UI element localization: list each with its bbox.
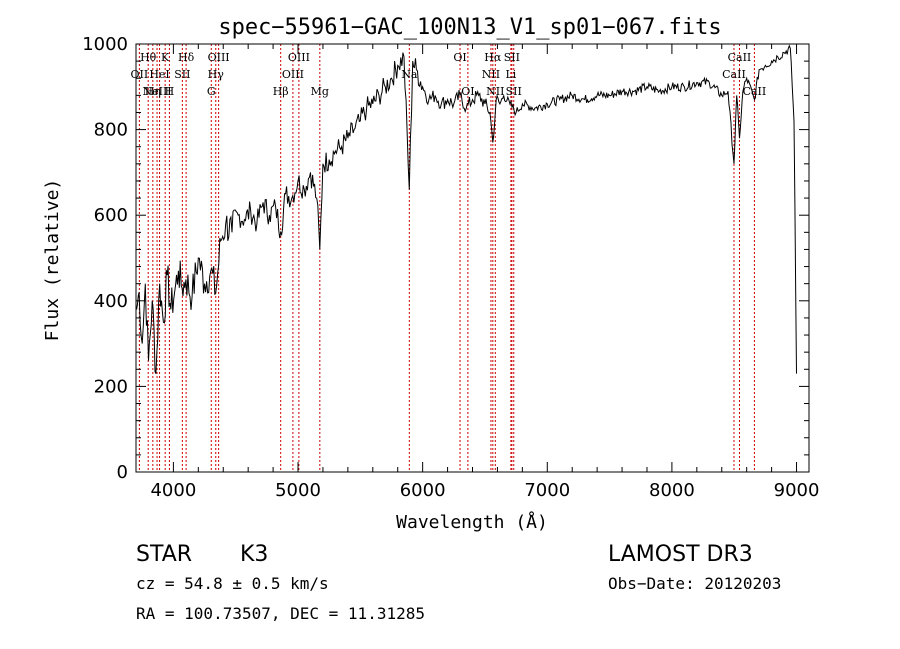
x-axis-label: Wavelength (Å) xyxy=(396,511,548,533)
x-tick-label: 6000 xyxy=(400,480,446,501)
line-label: NeIII xyxy=(142,85,171,98)
x-axis-tick-labels: 4000 5000 6000 7000 8000 9000 xyxy=(150,480,819,501)
line-label: OI xyxy=(453,51,466,64)
axis-ticks xyxy=(136,43,809,473)
line-label: SII xyxy=(504,51,520,64)
object-subclass: K3 xyxy=(240,542,268,567)
line-label: Hη xyxy=(145,85,161,98)
line-label: HeI xyxy=(149,68,169,81)
line-label: OI xyxy=(461,85,474,98)
line-label: OIII xyxy=(208,51,230,64)
line-label: CaII xyxy=(722,68,746,81)
y-tick-label: 400 xyxy=(94,291,128,312)
line-label: Hθ xyxy=(140,51,157,64)
line-label: Hβ xyxy=(273,85,289,98)
y-tick-label: 200 xyxy=(94,376,128,397)
line-label: OIII xyxy=(282,68,304,81)
line-label: Hα xyxy=(484,51,502,64)
y-tick-label: 1000 xyxy=(82,34,128,55)
line-label: Li xyxy=(505,68,516,81)
line-label: G xyxy=(207,85,216,98)
x-tick-label: 5000 xyxy=(275,480,321,501)
y-axis-tick-labels: 0 200 400 600 800 1000 xyxy=(82,34,128,483)
x-tick-label: 4000 xyxy=(150,480,196,501)
line-label: K xyxy=(161,51,170,64)
line-label: SII xyxy=(506,85,522,98)
line-label: NII xyxy=(482,68,500,81)
x-tick-label: 9000 xyxy=(774,480,820,501)
line-label: SII xyxy=(174,68,190,81)
y-tick-label: 600 xyxy=(94,205,128,226)
object-class: STAR xyxy=(136,542,192,567)
chart-title: spec−55961−GAC_100N13_V1_sp01−067.fits xyxy=(218,15,721,40)
redshift-readout: cz = 54.8 ± 0.5 km/s xyxy=(136,574,329,593)
y-tick-label: 800 xyxy=(94,120,128,141)
line-label: NII xyxy=(486,85,504,98)
coordinates-readout: RA = 100.73507, DEC = 11.31285 xyxy=(136,604,425,623)
observation-date: Obs−Date: 20120203 xyxy=(608,574,781,593)
spectrum-line xyxy=(136,44,797,374)
line-label: Hγ xyxy=(208,68,225,81)
spectral-line-markers xyxy=(138,44,755,472)
line-label: Mg xyxy=(311,85,329,98)
line-label: OII xyxy=(131,68,149,81)
y-tick-label: 0 xyxy=(117,462,128,483)
line-label: H xyxy=(165,85,175,98)
line-label: Na xyxy=(401,68,418,81)
line-label: CaII xyxy=(728,51,752,64)
line-label: Hδ xyxy=(178,51,195,64)
x-tick-label: 8000 xyxy=(649,480,695,501)
survey-name: LAMOST DR3 xyxy=(608,542,753,567)
line-label: CaII xyxy=(743,85,767,98)
line-label: OIII xyxy=(288,51,310,64)
x-tick-label: 7000 xyxy=(524,480,570,501)
y-axis-label: Flux (relative) xyxy=(42,179,63,342)
